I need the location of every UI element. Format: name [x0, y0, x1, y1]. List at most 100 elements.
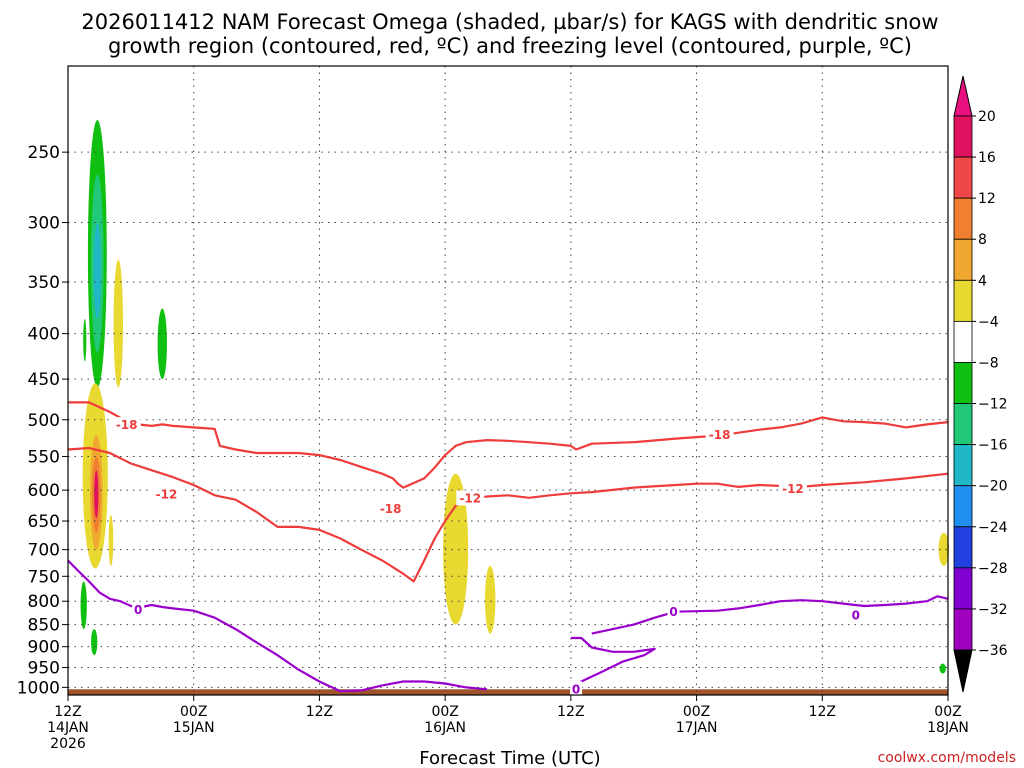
omega-shade-10	[108, 515, 114, 566]
y-tick-label: 600	[28, 481, 60, 501]
contour-line-2	[67, 559, 488, 693]
colorbar-tick-label: −32	[978, 602, 1008, 618]
contour-label-text: 0	[134, 603, 142, 617]
x-tick-label: 12Z	[306, 704, 333, 720]
y-tick-label: 650	[28, 512, 60, 532]
y-tick-label: 750	[28, 567, 60, 587]
contours	[67, 401, 949, 693]
contour-label-8: 0	[849, 607, 862, 623]
x-tick-label: 15JAN	[173, 720, 215, 736]
contour-label-0: -18	[112, 417, 141, 433]
y-tick-label: 250	[28, 143, 60, 163]
y-tick-label: 450	[28, 370, 60, 390]
gridlines	[68, 66, 948, 695]
omega-shade-4	[113, 259, 123, 388]
y-axis: 2503003504004505005506006507007508008509…	[17, 143, 68, 698]
colorbar-segment	[953, 362, 973, 404]
contour-label-bg	[112, 417, 141, 433]
contour-label-text: 0	[572, 682, 580, 696]
contour-label-bg	[705, 426, 734, 442]
chart-title-line1: 2026011412 NAM Forecast Omega (shaded, µ…	[81, 10, 938, 34]
colorbar-segment	[953, 238, 973, 281]
colorbar-segment	[953, 403, 973, 446]
colorbar-segment	[953, 279, 973, 322]
colorbar-tick-label: −12	[978, 397, 1008, 413]
omega-shade-12	[91, 629, 98, 656]
omega-shade-14	[484, 565, 496, 634]
x-tick-label: 00Z	[431, 704, 458, 720]
contour-label-bg	[456, 490, 485, 506]
plot-frame	[67, 65, 949, 696]
contour-label-9: 0	[570, 681, 583, 697]
colorbar-segment	[953, 567, 973, 610]
y-tick-label: 700	[28, 541, 60, 561]
colorbar-tick-label: −4	[978, 314, 999, 330]
x-tick-label: 16JAN	[424, 720, 466, 736]
contour-label-text: -18	[380, 502, 402, 516]
contour-line-3	[570, 636, 656, 691]
contour-label-text: -12	[782, 482, 804, 496]
omega-shade-9	[94, 470, 99, 519]
y-tick-label: 550	[28, 448, 60, 468]
y-tick-label: 350	[28, 273, 60, 293]
contour-label-bg	[376, 500, 405, 516]
omega-shade-11	[80, 581, 87, 630]
y-tick-label: 950	[28, 659, 60, 679]
x-tick-label: 14JAN	[47, 720, 89, 736]
y-tick-label: 500	[28, 411, 60, 431]
y-tick-label: 900	[28, 638, 60, 658]
x-axis-label: Forecast Time (UTC)	[419, 748, 600, 768]
x-tick-label: 2026	[50, 736, 86, 752]
colorbar-tick-label: −16	[978, 438, 1008, 454]
x-tick-label: 12Z	[54, 704, 81, 720]
colorbar-tick-label: −36	[978, 643, 1008, 659]
colorbar-segment	[953, 320, 973, 363]
colorbar-tick-label: 4	[978, 273, 987, 289]
contour-label-bg	[132, 601, 145, 617]
contour-label-bg	[152, 486, 181, 502]
omega-shade-13	[443, 473, 469, 625]
colorbar-arrow-bottom	[953, 649, 973, 693]
colorbar-segment	[953, 608, 973, 651]
contour-label-bg	[570, 681, 583, 697]
contour-label-7: 0	[667, 604, 680, 620]
contour-label-text: -12	[156, 488, 178, 502]
ground-fill	[68, 689, 948, 695]
contour-line-0	[68, 401, 949, 489]
contour-label-4: -18	[705, 426, 734, 442]
contour-label-bg	[778, 480, 807, 496]
x-tick-label: 12Z	[557, 704, 584, 720]
x-tick-label: 12Z	[809, 704, 836, 720]
y-tick-label: 850	[28, 616, 60, 636]
contour-label-6: 0	[132, 601, 145, 617]
colorbar-tick-label: −28	[978, 561, 1008, 577]
omega-shade-15	[938, 532, 950, 566]
colorbar-segment	[953, 156, 973, 199]
omega-shade-5	[157, 308, 168, 380]
x-tick-label: 00Z	[180, 704, 207, 720]
colorbar-segment	[953, 444, 973, 487]
x-tick-label: 00Z	[934, 704, 961, 720]
omega-shade-3	[83, 318, 87, 362]
colorbar-segment	[953, 526, 973, 569]
contour-label-text: -18	[709, 428, 731, 442]
colorbar: 20 16 12 8 4 −4 −8 −12 −16 −20 −24 −28 −32 −36	[953, 75, 1008, 693]
contour-label-3: -12	[456, 490, 485, 506]
colorbar-segment	[953, 197, 973, 240]
contour-label-5: -12	[778, 480, 807, 496]
contour-label-text: 0	[669, 605, 677, 619]
y-tick-label: 800	[28, 592, 60, 612]
contour-line-1	[67, 446, 949, 583]
contour-label-text: -12	[459, 491, 481, 505]
x-tick-label: 00Z	[683, 704, 710, 720]
omega-shade-16	[939, 663, 946, 674]
colorbar-segment	[953, 485, 973, 528]
contour-label-bg	[849, 607, 862, 623]
x-tick-label: 17JAN	[676, 720, 718, 736]
colorbar-tick-label: 8	[978, 232, 987, 248]
contour-label-2: -18	[376, 500, 405, 516]
contour-line-4	[591, 595, 949, 635]
contour-label-text: 0	[852, 608, 860, 622]
